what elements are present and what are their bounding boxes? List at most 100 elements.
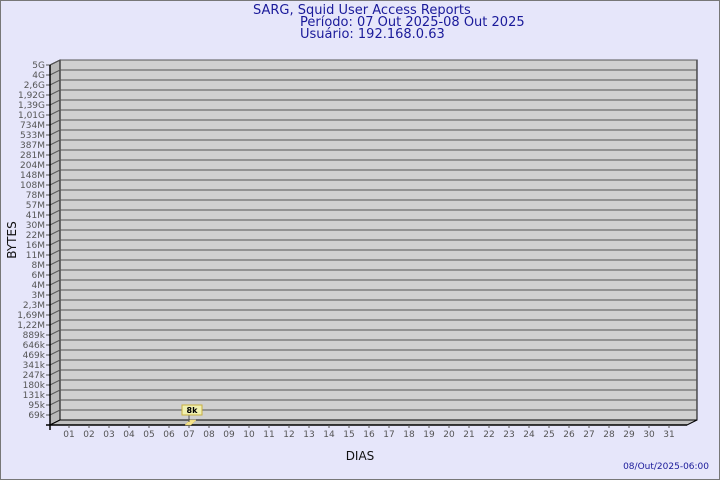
- gridline: [46, 239, 697, 246]
- chart-user: Usuário: 192.168.0.63: [300, 27, 445, 42]
- y-tick-label: 2,3M: [23, 301, 45, 311]
- gridline: [46, 89, 697, 96]
- gridline: [46, 109, 697, 116]
- y-tick-label: 533M: [20, 131, 45, 141]
- y-tick-label: 646k: [23, 341, 46, 351]
- y-tick-label: 1,39G: [18, 101, 45, 111]
- gridline: [46, 199, 697, 206]
- gridline: [46, 319, 697, 326]
- x-tick-label: 09: [223, 430, 235, 440]
- x-tick-label: 21: [463, 430, 474, 440]
- generated-timestamp: 08/Out/2025-06:00: [623, 462, 709, 472]
- y-tick-label: 148M: [20, 171, 45, 181]
- y-tick-label: 3M: [32, 291, 46, 301]
- gridline: [46, 229, 697, 236]
- gridline: [46, 219, 697, 226]
- x-tick-label: 28: [603, 430, 615, 440]
- y-tick-label: 281M: [20, 151, 45, 161]
- x-tick-label: 31: [663, 430, 674, 440]
- chart-period: Período: 07 Out 2025-08 Out 2025: [300, 15, 525, 30]
- x-tick-label: 01: [63, 430, 74, 440]
- gridline: [46, 289, 697, 296]
- gridline: [46, 249, 697, 256]
- gridline: [46, 139, 697, 146]
- y-tick-label: 108M: [20, 181, 45, 191]
- x-tick-label: 08: [203, 430, 215, 440]
- y-tick-label: 469k: [23, 351, 46, 361]
- gridline: [46, 379, 697, 386]
- y-tick-label: 204M: [20, 161, 45, 171]
- gridline: [46, 359, 697, 366]
- x-tick-label: 10: [243, 430, 255, 440]
- y-tick-label: 734M: [20, 121, 45, 131]
- y-tick-label: 57M: [26, 201, 45, 211]
- x-tick-label: 05: [143, 430, 154, 440]
- y-tick-label: 95k: [28, 401, 45, 411]
- gridline: [46, 269, 697, 276]
- y-tick-label: 5G: [32, 61, 45, 71]
- y-tick-label: 387M: [20, 141, 45, 151]
- x-tick-label: 30: [643, 430, 655, 440]
- gridline: [46, 299, 697, 306]
- y-tick-label: 11M: [26, 251, 45, 261]
- gridline: [46, 59, 697, 66]
- gridline: [46, 409, 697, 416]
- x-tick-label: 16: [363, 430, 375, 440]
- gridline: [46, 179, 697, 186]
- gridline: [46, 209, 697, 216]
- y-axis-label: BYTES: [5, 221, 19, 258]
- y-tick-label: 4G: [32, 71, 45, 81]
- x-tick-label: 11: [263, 430, 274, 440]
- x-tick-label: 03: [103, 430, 114, 440]
- x-tick-label: 02: [83, 430, 94, 440]
- x-tick-label: 15: [343, 430, 354, 440]
- x-tick-label: 25: [543, 430, 554, 440]
- bar-data-label: 8k: [187, 406, 199, 415]
- gridline: [46, 339, 697, 346]
- y-tick-label: 78M: [26, 191, 45, 201]
- x-tick-label: 19: [423, 430, 435, 440]
- x-tick-label: 14: [323, 430, 335, 440]
- gridline: [46, 399, 697, 406]
- x-tick-label: 04: [123, 430, 135, 440]
- gridline: [46, 389, 697, 396]
- y-tick-label: 2,6G: [24, 81, 45, 91]
- gridline: [46, 279, 697, 286]
- y-tick-label: 6M: [32, 271, 46, 281]
- y-tick-label: 30M: [26, 221, 45, 231]
- y-tick-label: 1,92G: [18, 91, 45, 101]
- y-tick-label: 1,22M: [17, 321, 45, 331]
- y-tick-label: 247k: [23, 371, 46, 381]
- y-tick-label: 16M: [26, 241, 45, 251]
- gridline: [46, 79, 697, 86]
- y-tick-label: 1,01G: [18, 111, 45, 121]
- x-tick-label: 24: [523, 430, 535, 440]
- y-tick-label: 22M: [26, 231, 45, 241]
- gridline: [46, 99, 697, 106]
- gridline: [46, 149, 697, 156]
- x-tick-label: 17: [383, 430, 394, 440]
- gridline: [46, 129, 697, 136]
- y-tick-label: 69k: [28, 411, 45, 421]
- y-tick-label: 1,69M: [17, 311, 45, 321]
- y-tick-label: 180k: [23, 381, 46, 391]
- gridline: [46, 309, 697, 316]
- y-tick-label: 41M: [26, 211, 45, 221]
- bar-day-07: [184, 419, 197, 426]
- x-tick-label: 22: [483, 430, 494, 440]
- gridline: [46, 329, 697, 336]
- x-tick-label: 06: [163, 430, 175, 440]
- x-tick-label: 29: [623, 430, 635, 440]
- y-tick-label: 8M: [32, 261, 46, 271]
- x-tick-label: 23: [503, 430, 514, 440]
- x-tick-label: 12: [283, 430, 294, 440]
- y-tick-label: 341k: [23, 361, 46, 371]
- gridline: [46, 369, 697, 376]
- bar-label-box: [181, 404, 203, 416]
- y-tick-label: 889k: [23, 331, 46, 341]
- y-tick-label: 4M: [32, 281, 46, 291]
- gridline: [46, 189, 697, 196]
- x-axis-label: DIAS: [346, 449, 375, 463]
- x-tick-label: 27: [583, 430, 594, 440]
